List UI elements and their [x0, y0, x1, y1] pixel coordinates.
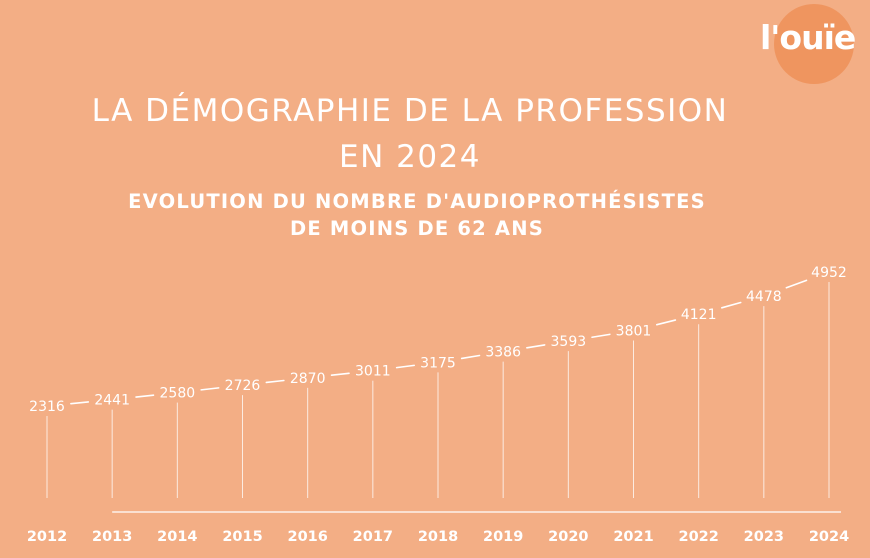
value-label-2024: 4952: [811, 265, 847, 281]
value-label-2014: 2580: [160, 386, 196, 402]
value-label-2017: 3011: [355, 364, 391, 380]
series-segment-2023-2024: [785, 279, 808, 289]
value-label-2015: 2726: [225, 378, 261, 394]
year-label-2019: 2019: [483, 529, 523, 545]
year-label-2018: 2018: [418, 529, 458, 545]
series-segment-2016-2017: [330, 372, 350, 377]
logo-text: l'ouïe: [760, 18, 856, 57]
chart-title-line-1: LA DÉMOGRAPHIE DE LA PROFESSION: [91, 93, 729, 129]
value-label-2020: 3593: [551, 334, 587, 350]
value-label-2016: 2870: [290, 371, 326, 387]
year-label-2014: 2014: [157, 529, 197, 545]
value-label-2023: 4478: [746, 289, 782, 305]
chart-subtitle: EVOLUTION DU NOMBRE D'AUDIOPROTHÉSISTES …: [0, 188, 834, 242]
value-label-2019: 3386: [485, 345, 521, 361]
year-label-2017: 2017: [353, 529, 393, 545]
value-label-2021: 3801: [616, 324, 652, 340]
chart-subtitle-line-2: DE MOINS DE 62 ANS: [290, 217, 544, 240]
series-segment-2015-2016: [265, 379, 285, 384]
series-segment-2021-2022: [655, 319, 677, 326]
series-segment-2013-2014: [135, 394, 155, 398]
year-label-2022: 2022: [678, 529, 718, 545]
value-label-2012: 2316: [29, 399, 65, 415]
year-label-2024: 2024: [809, 529, 849, 545]
drop-lines: [46, 282, 830, 498]
year-labels: 2012 2013 2014 2015 2016 2017 2018 2019 2020 2021…: [27, 529, 849, 545]
series-segment-2017-2018: [395, 364, 415, 369]
series-line: [70, 279, 808, 405]
year-label-2015: 2015: [222, 529, 262, 545]
series-segment-2012-2013: [70, 401, 90, 405]
series-segment-2019-2020: [526, 344, 546, 349]
chart-title: LA DÉMOGRAPHIE DE LA PROFESSION EN 2024: [0, 88, 820, 180]
chart-subtitle-line-1: EVOLUTION DU NOMBRE D'AUDIOPROTHÉSISTES: [128, 190, 706, 213]
series-segment-2022-2023: [720, 301, 742, 309]
year-label-2012: 2012: [27, 529, 67, 545]
chart-title-line-2: EN 2024: [338, 139, 482, 175]
year-label-2016: 2016: [287, 529, 327, 545]
year-label-2013: 2013: [92, 529, 132, 545]
value-label-2018: 3175: [420, 355, 456, 371]
series-segment-2014-2015: [200, 387, 220, 391]
value-labels: 2316 2441 2580 2726 2870 3011 3175 3386 3593 3801…: [29, 265, 847, 415]
series-segment-2020-2021: [591, 333, 611, 339]
year-label-2020: 2020: [548, 529, 588, 545]
series-segment-2018-2019: [460, 354, 481, 360]
value-label-2022: 4121: [681, 307, 717, 323]
logo-circle-shape: [774, 4, 854, 84]
value-label-2013: 2441: [94, 393, 130, 409]
brand-logo: l'ouïe: [760, 4, 864, 84]
year-label-2021: 2021: [613, 529, 653, 545]
year-label-2023: 2023: [744, 529, 784, 545]
